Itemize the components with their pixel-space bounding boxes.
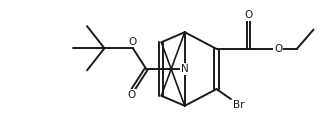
Text: N: N	[181, 64, 188, 74]
Text: O: O	[274, 44, 283, 54]
Text: Br: Br	[233, 100, 244, 111]
Text: O: O	[129, 37, 137, 47]
Text: O: O	[127, 90, 135, 100]
Text: O: O	[244, 10, 252, 20]
